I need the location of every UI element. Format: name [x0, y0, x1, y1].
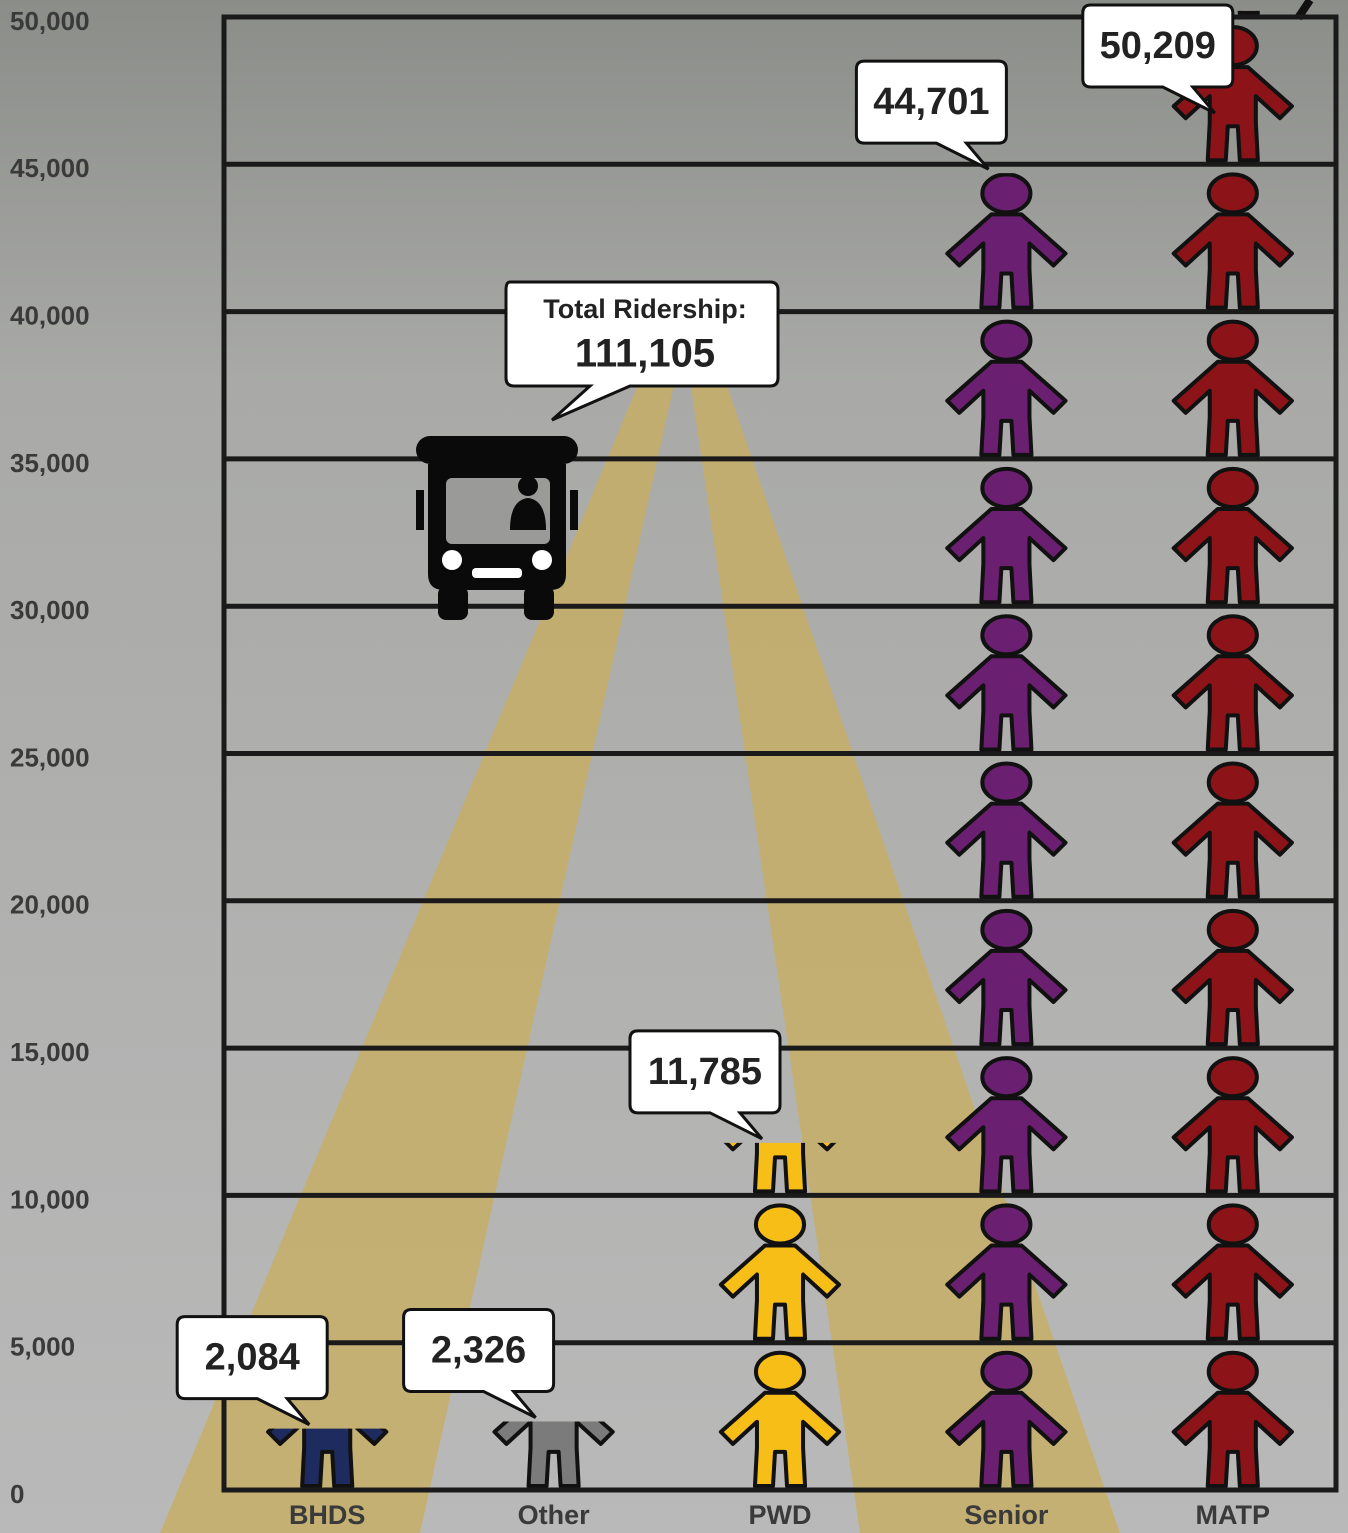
y-tick-label: 45,000 — [10, 153, 90, 183]
data-label: 44,701 — [873, 81, 989, 123]
x-tick-label: BHDS — [289, 1500, 366, 1530]
y-tick-label: 20,000 — [10, 890, 90, 920]
y-tick-label: 25,000 — [10, 742, 90, 772]
y-tick-label: 50,000 — [10, 6, 90, 36]
annotation-title: Total Ridership: — [543, 294, 747, 324]
data-label: 2,326 — [431, 1330, 526, 1372]
background — [0, 0, 1348, 1533]
y-tick-label: 0 — [10, 1479, 24, 1509]
x-tick-label: Other — [518, 1500, 591, 1530]
x-tick-label: Senior — [964, 1500, 1049, 1530]
chart: Total Ridership: 111,105 0 5,000 10,000 15,… — [0, 0, 1348, 1533]
data-label: 11,785 — [648, 1051, 762, 1093]
x-tick-label: PWD — [749, 1500, 812, 1530]
y-tick-label: 35,000 — [10, 448, 90, 478]
x-tick-label: MATP — [1196, 1500, 1271, 1530]
y-tick-label: 30,000 — [10, 595, 90, 625]
data-label: 50,209 — [1100, 25, 1216, 67]
annotation-value: 111,105 — [575, 332, 715, 376]
data-label: 2,084 — [205, 1337, 300, 1379]
y-tick-label: 15,000 — [10, 1037, 90, 1067]
y-tick-label: 5,000 — [10, 1332, 75, 1362]
y-tick-label: 40,000 — [10, 300, 90, 330]
y-tick-label: 10,000 — [10, 1184, 90, 1214]
